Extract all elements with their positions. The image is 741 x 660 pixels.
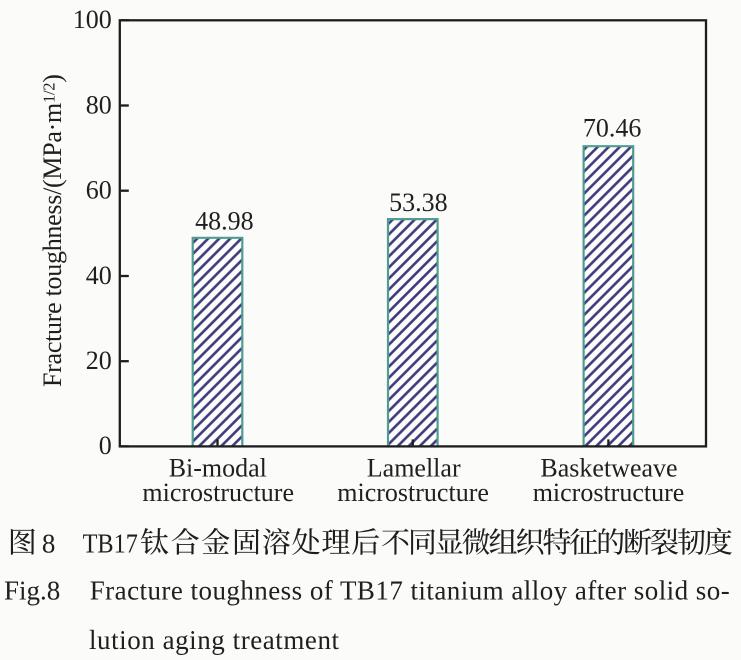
svg-text:100: 100 [73,5,112,34]
svg-text:Basketweave: Basketweave [540,453,677,482]
svg-text:80: 80 [86,90,112,119]
svg-text:TB17: TB17 [83,528,138,558]
svg-text:Bi-modal: Bi-modal [169,453,267,482]
svg-text:8: 8 [42,529,56,559]
svg-text:microstructure: microstructure [533,478,685,507]
svg-text:53.38: 53.38 [389,188,448,217]
svg-text:Lamellar: Lamellar [367,453,461,482]
svg-text:70.46: 70.46 [583,113,642,142]
svg-text:20: 20 [86,346,112,375]
svg-text:lution aging treatment: lution aging treatment [89,625,339,655]
svg-text:0: 0 [99,431,112,460]
svg-text:microstructure: microstructure [337,478,489,507]
svg-text:microstructure: microstructure [142,478,294,507]
svg-text:Fig.8: Fig.8 [4,575,60,605]
svg-text:60: 60 [86,176,112,205]
svg-text:Fracture toughness of TB17 tit: Fracture toughness of TB17 titanium allo… [90,575,730,605]
svg-text:40: 40 [86,261,112,290]
svg-text:Fracture toughness/(MPa·m1/2): Fracture toughness/(MPa·m1/2) [38,74,67,387]
svg-text:48.98: 48.98 [195,206,254,235]
